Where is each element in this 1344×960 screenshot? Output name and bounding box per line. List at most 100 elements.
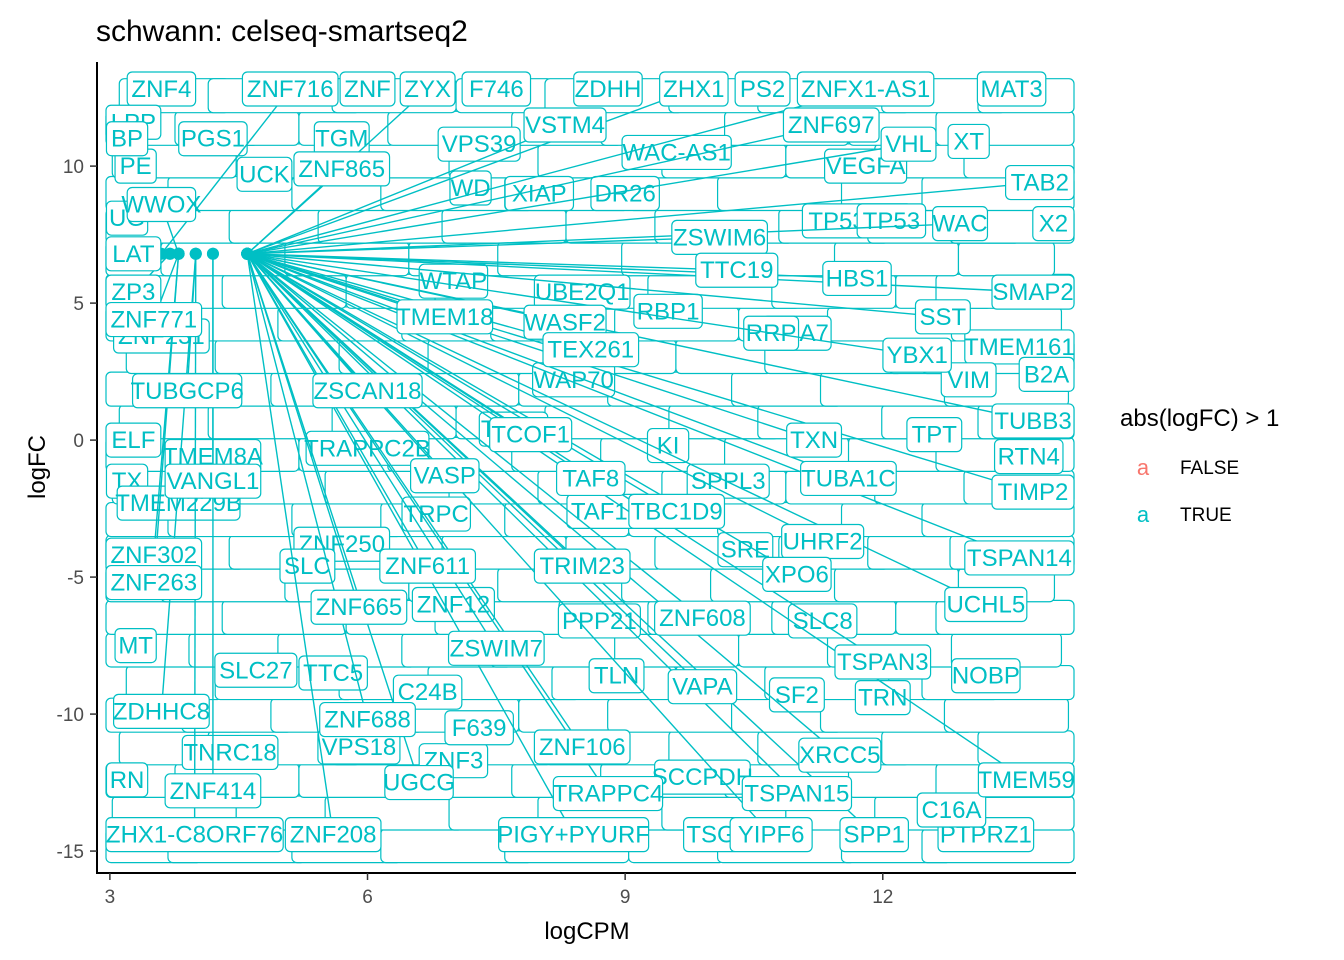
label-segment bbox=[247, 124, 832, 255]
gene-label-text: ZSWIM6 bbox=[673, 224, 766, 251]
label-segment bbox=[246, 253, 841, 756]
label-segment bbox=[246, 253, 609, 794]
gene-label-box bbox=[533, 729, 631, 765]
label-segment bbox=[247, 124, 566, 255]
gene-label: YIPF6 bbox=[729, 817, 813, 853]
gene-label-text: ZNF208 bbox=[290, 822, 377, 849]
background-box bbox=[833, 567, 960, 603]
background-label: MT bbox=[114, 627, 157, 664]
gene-label-text: TSPAN3 bbox=[837, 649, 929, 676]
gene-label: TMEM59 bbox=[978, 762, 1075, 798]
background-label-text: KI bbox=[657, 433, 680, 460]
legend-label-true: TRUE bbox=[1180, 505, 1232, 526]
background-label: X2 bbox=[1032, 206, 1075, 242]
gene-label-text: VASP bbox=[414, 463, 476, 490]
gene-label-box bbox=[399, 71, 456, 107]
gene-label: ZNF302 bbox=[105, 537, 203, 573]
background-label-text: C16A bbox=[921, 797, 981, 824]
gene-label-box bbox=[991, 403, 1075, 439]
gene-label: ZNFX1-AS1 bbox=[796, 71, 935, 107]
background-label: SLC8 bbox=[787, 603, 858, 639]
gene-label: SST bbox=[914, 299, 971, 335]
background-label-text: SLC8 bbox=[793, 608, 853, 635]
gene-label-box bbox=[782, 107, 880, 143]
gene-label-text: TRAPPC4 bbox=[553, 781, 664, 808]
gene-label: ZP3 bbox=[105, 274, 162, 310]
background-label-text: WAC-AS1 bbox=[622, 139, 730, 166]
gene-label: ZNF106 bbox=[533, 729, 631, 765]
background-label-box bbox=[105, 422, 162, 458]
gene-label: TCOF1 bbox=[489, 417, 573, 453]
y-tick-label: -10 bbox=[57, 705, 84, 726]
gene-label-box bbox=[410, 458, 480, 494]
gene-label-text: ZNF716 bbox=[247, 76, 334, 103]
gene-label: TMEM18 bbox=[396, 299, 494, 335]
gene-label-box bbox=[991, 474, 1075, 510]
gene-label: LAT bbox=[105, 236, 162, 272]
gene-label-text: HBS1 bbox=[826, 265, 889, 292]
background-label: F746 bbox=[461, 71, 532, 107]
gene-label-text: TEX261 bbox=[547, 337, 634, 364]
gene-label-text: TAF8 bbox=[562, 465, 619, 492]
background-label-box bbox=[298, 655, 368, 691]
background-label: SLC27 bbox=[214, 652, 298, 688]
gene-label-box bbox=[741, 775, 853, 812]
background-label-text: TMEM161 bbox=[964, 334, 1075, 361]
background-box bbox=[607, 371, 747, 407]
gene-label-box bbox=[489, 417, 573, 453]
background-label: TRAPPC2B bbox=[304, 430, 431, 466]
gene-label-text: ZNFX1-AS1 bbox=[801, 76, 930, 103]
background-box bbox=[957, 241, 1056, 277]
gene-label-text: TRIM23 bbox=[540, 553, 625, 580]
background-label: TP53 bbox=[856, 203, 927, 239]
background-box bbox=[298, 762, 396, 798]
background-label-text: PS2 bbox=[740, 76, 785, 103]
background-label-box bbox=[947, 123, 990, 160]
gene-label-box bbox=[944, 586, 1028, 623]
x-axis-title: logCPM bbox=[544, 918, 629, 945]
background-label: PS2 bbox=[734, 71, 791, 107]
gene-label-text: ZNF302 bbox=[110, 542, 197, 569]
gene-label: ZNF414 bbox=[164, 773, 262, 809]
background-label: ZNF bbox=[339, 71, 396, 107]
legend-label-false: FALSE bbox=[1180, 458, 1239, 479]
gene-label-box bbox=[498, 817, 650, 853]
background-label-box bbox=[437, 126, 521, 162]
background-label: VPS39 bbox=[437, 126, 521, 162]
gene-label-box bbox=[310, 589, 408, 625]
background-label-box bbox=[178, 121, 248, 157]
background-label: NOBP bbox=[951, 658, 1021, 694]
gene-label-box bbox=[542, 332, 640, 368]
gene-label-text: TCOF1 bbox=[491, 422, 570, 449]
gene-label-box bbox=[798, 737, 882, 773]
gene-label-text: VANGL1 bbox=[166, 468, 259, 495]
background-label-text: ZDHH bbox=[575, 76, 642, 103]
background-label: TGM bbox=[313, 121, 370, 157]
gene-label-box bbox=[695, 252, 779, 288]
gene-label: ZDHHC8 bbox=[113, 693, 210, 729]
gene-label-box bbox=[964, 540, 1075, 576]
background-label-text: PPP21 bbox=[562, 608, 637, 635]
gene-label: ZNF771 bbox=[105, 301, 203, 338]
gene-label-text: WASF2 bbox=[524, 309, 606, 336]
background-label-box bbox=[573, 71, 643, 107]
background-label-box bbox=[557, 603, 641, 639]
gene-label-box bbox=[241, 71, 339, 107]
background-label: C16A bbox=[916, 792, 987, 828]
gene-label-box bbox=[628, 493, 726, 529]
background-label-text: UCK bbox=[239, 161, 290, 188]
gene-label-box bbox=[839, 817, 909, 853]
gene-label-text: XPO6 bbox=[765, 561, 829, 588]
gene-label-box bbox=[396, 299, 494, 335]
label-segment bbox=[247, 253, 1020, 559]
background-label-text: TTC5 bbox=[303, 660, 363, 687]
gene-label: TXN bbox=[786, 422, 843, 458]
gene-label-text: ZNF697 bbox=[788, 112, 875, 139]
background-label-box bbox=[916, 792, 987, 828]
gene-label: TUBB3 bbox=[991, 403, 1075, 439]
gene-label-text: TSPAN15 bbox=[744, 781, 849, 808]
y-axis-title: logFC bbox=[24, 435, 51, 499]
gene-label-box bbox=[914, 299, 971, 335]
gene-label: VSTM4 bbox=[523, 107, 607, 143]
